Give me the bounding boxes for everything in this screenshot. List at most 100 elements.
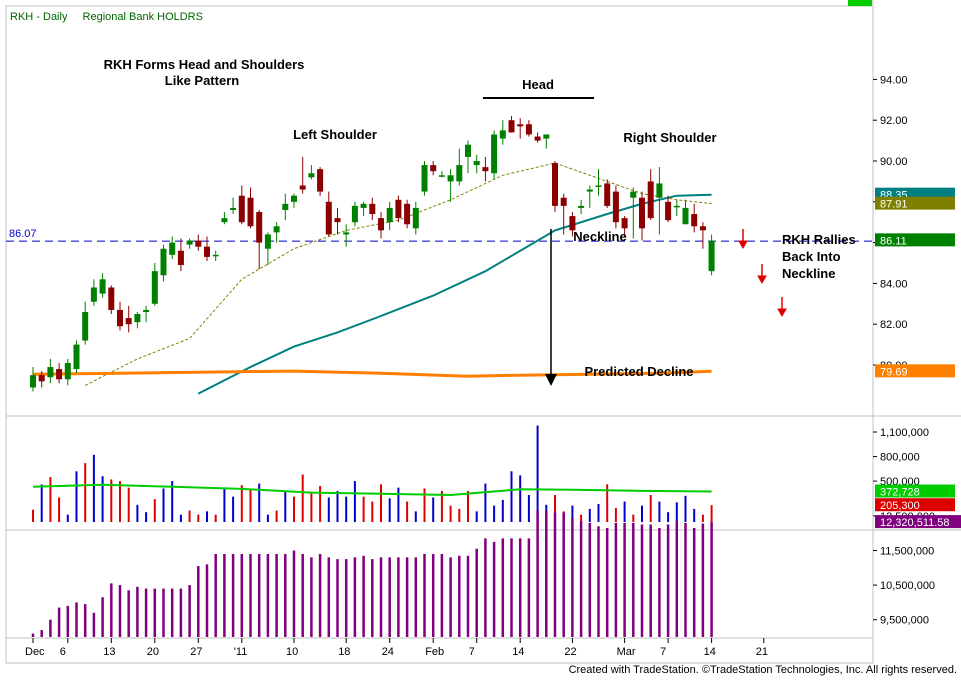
candle-body [343,232,350,235]
candle-body [47,367,54,378]
x-tick-label: Mar [617,646,636,658]
candle-body [491,134,498,174]
candle-body [595,185,602,187]
candle-body [282,203,289,210]
candle-body [334,218,341,223]
candle-body [578,205,585,208]
candle-body [108,287,115,310]
candle-body [325,201,332,235]
x-tick-label: 7 [469,646,475,658]
x-tick-label: 18 [338,646,350,658]
x-tick-label: 24 [382,646,394,658]
candle-body [586,189,593,192]
volume-tag [875,484,955,498]
candle-body [412,207,419,229]
status-indicator [848,0,872,6]
candle-body [308,173,315,178]
candle-body [186,240,193,245]
volume-tag-label: 372,728 [880,487,920,499]
candle-body [82,311,89,341]
candle-body [499,130,506,139]
candle-body [212,254,219,257]
x-tick-label: '11 [234,646,248,658]
candle-body [395,199,402,219]
oi-tick-label: 9,500,000 [880,615,929,627]
decline-arrowhead [545,374,557,386]
price-tag [875,364,955,378]
volume-average-line [32,483,712,497]
candle-body [673,205,680,208]
candle-body [665,201,672,221]
candle-body [204,246,210,257]
neckline-value-label: 86.07 [9,228,37,240]
open-interest-panel: 12,500,00011,500,00010,500,0009,500,0001… [31,510,961,637]
candle-body [612,191,619,223]
x-tick-label: 13 [103,646,115,658]
candle-body [482,167,489,172]
volume-tick-label: 1,100,000 [880,427,929,439]
candle-body [247,197,254,227]
y-tick-label: 82.00 [880,319,908,331]
price-tag-label: 79.69 [880,366,908,378]
candle-body [656,183,663,198]
candle-body [56,369,63,380]
date-axis: Dec 6 13 20 27 '11 10 18 24 Feb 7 14 22 Mar 7 14 21 [25,638,768,658]
x-tick-label: 22 [564,646,576,658]
candle-body [465,144,471,157]
candle-body [404,203,411,225]
y-tick-label: 92.00 [880,115,908,127]
footer-credit: Created with TradeStation. ©TradeStation… [568,664,957,676]
neckline-label: Neckline [573,229,626,244]
price-tag [875,196,955,210]
oi-tick-label: 10,500,000 [880,580,935,592]
candle-body [230,207,237,210]
candle-body [238,195,245,223]
candle-body [256,212,263,243]
x-tick-label: 6 [60,646,66,658]
candle-body [569,216,576,231]
candle-body [517,124,524,127]
candle-body [682,207,689,225]
left-shoulder-label: Left Shoulder [293,127,377,142]
candle-body [525,124,532,135]
y-tick-label: 90.00 [880,156,908,168]
candle-body [534,136,541,141]
candle-body [378,218,384,231]
x-tick-label: 20 [147,646,159,658]
chart-title: RKH - Daily Regional Bank HOLDRS [10,11,203,23]
candle-body [160,248,167,276]
ma-short-line [84,162,712,386]
right-shoulder-label: Right Shoulder [623,130,716,145]
candle-body [430,165,437,172]
price-tag [875,233,955,247]
red-arrows [738,229,787,318]
candle-body [30,375,36,388]
candle-body [691,214,698,227]
price-tag-label: 86.11 [880,235,907,247]
candle-body [291,195,297,202]
candle-body [90,287,97,302]
pattern-title-line-2: Like Pattern [165,73,239,88]
annotations: RKH Forms Head and Shoulders Like Patter… [104,57,856,379]
x-tick-label: 10 [286,646,298,658]
x-tick-label: Dec [25,646,45,658]
candle-body [351,205,358,223]
candle-body [552,163,558,206]
y-tick-label: 94.00 [880,74,908,86]
candle-body [473,161,480,166]
candle-body [143,309,150,312]
candle-body [639,197,645,229]
x-tick-label: 21 [756,646,768,658]
candle-body [299,185,306,190]
pattern-title-line-1: RKH Forms Head and Shoulders [104,57,305,72]
rallies-line-2: Back Into [782,249,841,264]
candle-body [99,279,106,294]
candle-body [117,309,123,327]
oi-tag-label: 12,320,511.58 [880,517,950,529]
candle-body [604,183,611,206]
y-tick-label: 84.00 [880,278,908,290]
volume-tag-label: 205,300 [880,500,920,512]
candle-body [317,169,324,192]
